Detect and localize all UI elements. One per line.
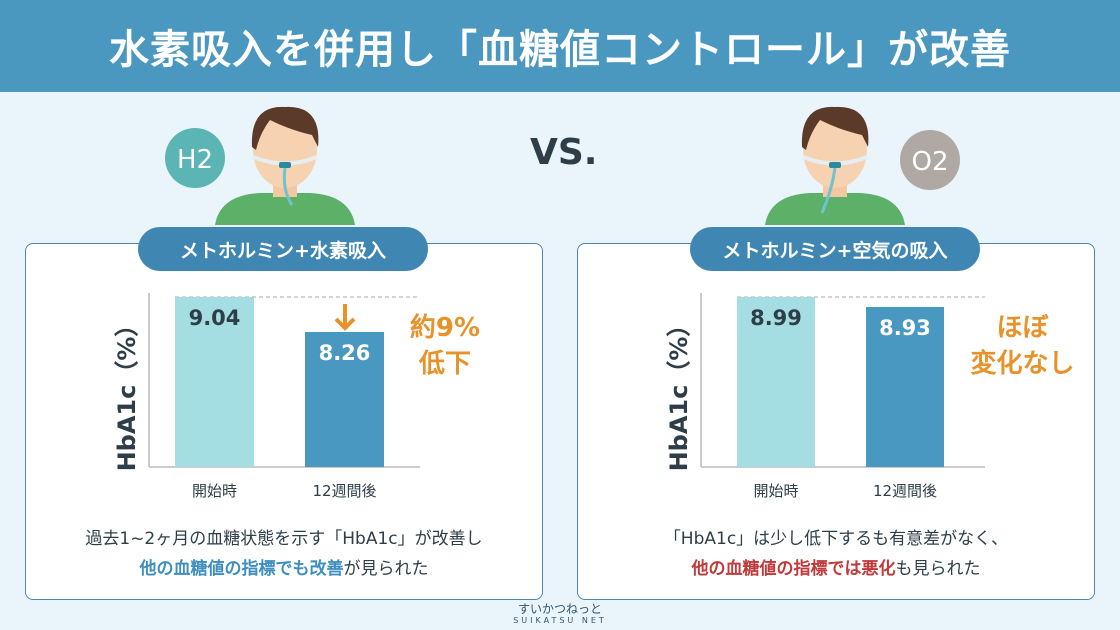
- bar-value-label: 8.99: [750, 306, 802, 330]
- h2-result-panel: [25, 243, 543, 600]
- h2-change-annotation: 約9% 低下: [395, 310, 495, 382]
- down-arrow-icon: [334, 304, 356, 331]
- air-group-label: メトホルミン+空気の吸入: [690, 227, 980, 271]
- person-h2-illustration: H2: [165, 106, 355, 225]
- bar-value-label: 9.04: [189, 306, 241, 330]
- annotation-line: 変化なし: [970, 349, 1075, 379]
- bar-1: [305, 331, 384, 467]
- air-result-panel: [577, 243, 1095, 600]
- o2-badge: [900, 130, 960, 190]
- person-o2-illustration: O2: [765, 106, 960, 225]
- caption-rest: が見られた: [343, 559, 429, 579]
- bar-value-label: 8.93: [879, 316, 931, 340]
- h2-caption: 過去1~2ヶ月の血糖状態を示す「HbA1c」が改善し 他の血糖値の指標でも改善が…: [25, 524, 543, 584]
- annotation-line: ほぼ: [996, 313, 1049, 343]
- y-axis-label: HbA1c（%）: [665, 313, 693, 472]
- h2-group-label: メトホルミン+水素吸入: [138, 227, 428, 271]
- h2-hba1c-chart: HbA1c（%） 9.04 開始時 8.26 12週間後: [113, 293, 420, 500]
- o2-badge-label: O2: [911, 147, 948, 177]
- bar-0: [175, 297, 254, 467]
- x-tick-label: 開始時: [753, 482, 798, 500]
- h2-badge: [165, 128, 225, 188]
- caption-highlight: 他の血糖値の指標では悪化: [691, 559, 896, 579]
- caption-line: 「HbA1c」は少し低下するも有意差がなく、: [663, 529, 1009, 549]
- air-hba1c-chart: HbA1c（%） 8.99 開始時 8.93 12週間後: [665, 293, 985, 500]
- header-banner: 水素吸入を併用し「血糖値コントロール」が改善: [0, 0, 1120, 92]
- annotation-line: 低下: [418, 349, 471, 379]
- caption-line: 過去1~2ヶ月の血糖状態を示す「HbA1c」が改善し: [85, 529, 483, 549]
- site-logo: すいかつねっと SUIKATSU NET: [490, 602, 630, 626]
- y-axis-label: HbA1c（%）: [113, 313, 141, 472]
- air-caption: 「HbA1c」は少し低下するも有意差がなく、 他の血糖値の指標では悪化も見られた: [577, 524, 1095, 584]
- logo-jp: すいかつねっと: [517, 602, 602, 616]
- caption-rest: も見られた: [895, 559, 981, 579]
- x-tick-label: 12週間後: [312, 482, 376, 500]
- h2-badge-label: H2: [177, 145, 213, 175]
- bar-0: [737, 297, 815, 467]
- x-tick-label: 12週間後: [873, 482, 937, 500]
- bar-value-label: 8.26: [319, 341, 371, 365]
- logo-en: SUIKATSU NET: [513, 616, 607, 625]
- page-title: 水素吸入を併用し「血糖値コントロール」が改善: [109, 27, 1011, 73]
- annotation-line: 約9%: [409, 313, 481, 343]
- caption-highlight: 他の血糖値の指標でも改善: [139, 559, 344, 579]
- air-change-annotation: ほぼ 変化なし: [950, 310, 1095, 382]
- vs-label: VS.: [530, 132, 598, 173]
- x-tick-label: 開始時: [192, 482, 237, 500]
- bar-1: [866, 307, 944, 467]
